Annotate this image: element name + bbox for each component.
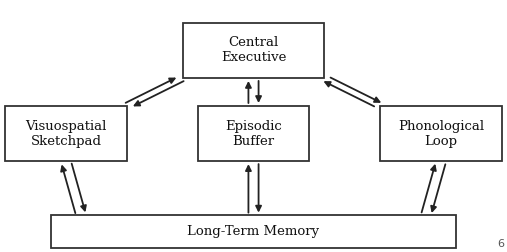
FancyBboxPatch shape: [51, 215, 456, 248]
Text: Central
Executive: Central Executive: [221, 36, 286, 65]
FancyBboxPatch shape: [380, 106, 502, 161]
FancyBboxPatch shape: [5, 106, 127, 161]
FancyBboxPatch shape: [183, 23, 324, 78]
Text: Episodic
Buffer: Episodic Buffer: [225, 119, 282, 148]
Text: Long-Term Memory: Long-Term Memory: [188, 225, 319, 238]
Text: Phonological
Loop: Phonological Loop: [398, 119, 484, 148]
Text: 6: 6: [497, 239, 504, 249]
Text: Visuospatial
Sketchpad: Visuospatial Sketchpad: [25, 119, 106, 148]
FancyBboxPatch shape: [198, 106, 309, 161]
